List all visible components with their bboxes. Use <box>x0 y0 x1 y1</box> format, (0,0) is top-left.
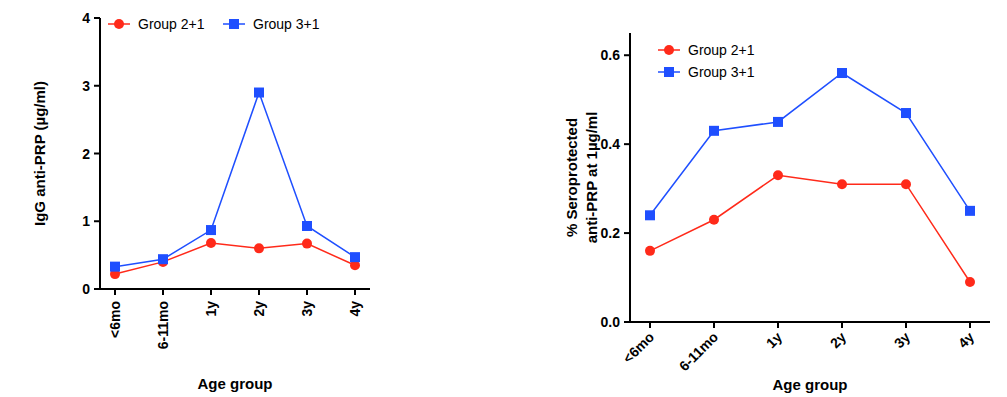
data-point <box>709 215 719 225</box>
x-tick-label: <6mo <box>620 329 657 366</box>
x-tick-label: 4y <box>955 329 977 351</box>
y-tick-label: 0.2 <box>601 225 621 241</box>
y-axis <box>629 33 631 322</box>
data-point <box>837 179 847 189</box>
legend-marker <box>229 19 239 29</box>
x-tick <box>114 289 116 295</box>
series-line <box>115 93 355 267</box>
data-point <box>302 221 312 231</box>
figure: 0 1 2 3 4 <6mo 6-11mo 1y 2y 3y 4y Age group IgG anti… <box>0 0 1007 397</box>
legend-marker <box>114 19 124 29</box>
y-axis-label: anti-PRP at 1µg/ml <box>583 112 600 244</box>
legend: Group 2+1 Group 3+1 <box>658 42 755 80</box>
legend-marker <box>664 67 674 77</box>
data-point <box>645 210 655 220</box>
y-tick-label: 0.0 <box>601 314 621 330</box>
series-line <box>650 175 970 282</box>
x-tick-label: <6mo <box>107 301 123 338</box>
chart: 0.0 0.2 0.4 0.6 <6mo 6-11mo 1y 2y 3y 4y Age group%… <box>563 33 990 393</box>
chart: 0 1 2 3 4 <6mo 6-11mo 1y 2y 3y 4y Age group IgG anti… <box>31 10 370 392</box>
y-tick-label: 4 <box>82 10 90 26</box>
x-tick-label: 1y <box>763 329 785 351</box>
data-point <box>709 126 719 136</box>
x-tick <box>841 322 843 328</box>
series-line <box>115 243 355 274</box>
x-axis-label: Age group <box>198 375 273 392</box>
y-tick-label: 0.6 <box>601 47 621 63</box>
legend-label: Group 3+1 <box>253 16 320 32</box>
x-tick <box>713 322 715 328</box>
legend-label: Group 3+1 <box>688 64 755 80</box>
x-tick-label: 4y <box>347 301 363 317</box>
y-tick <box>94 17 100 19</box>
x-tick-label: 6-11mo <box>155 301 171 349</box>
y-tick <box>624 232 630 234</box>
plot-area <box>110 88 360 280</box>
x-tick-label: 2y <box>827 329 849 351</box>
data-point <box>773 117 783 127</box>
legend: Group 2+1 Group 3+1 <box>108 16 320 32</box>
legend-marker <box>664 45 674 55</box>
legend-label: Group 2+1 <box>138 16 205 32</box>
data-point <box>645 246 655 256</box>
x-tick <box>210 289 212 295</box>
data-point <box>965 206 975 216</box>
y-tick-label: 0 <box>82 281 90 297</box>
y-tick-label: 1 <box>82 213 90 229</box>
legend-label: Group 2+1 <box>688 42 755 58</box>
y-axis-label: % Seroprotected <box>563 118 580 237</box>
x-axis <box>630 321 990 323</box>
y-tick <box>624 54 630 56</box>
data-point <box>206 225 216 235</box>
y-tick <box>94 85 100 87</box>
y-tick-label: 3 <box>82 78 90 94</box>
x-tick <box>354 289 356 295</box>
data-point <box>254 88 264 98</box>
y-tick-label: 0.4 <box>601 136 621 152</box>
y-tick <box>94 288 100 290</box>
x-tick <box>969 322 971 328</box>
y-tick <box>624 321 630 323</box>
x-tick <box>649 322 651 328</box>
data-point <box>773 170 783 180</box>
x-axis <box>100 288 370 290</box>
data-point <box>837 68 847 78</box>
data-point <box>901 179 911 189</box>
plot-area <box>645 68 975 287</box>
x-tick <box>162 289 164 295</box>
data-point <box>901 108 911 118</box>
x-tick <box>306 289 308 295</box>
y-axis-label: IgG anti-PRP (µg/ml) <box>31 81 48 226</box>
x-tick-label: 1y <box>203 301 219 317</box>
data-point <box>254 243 264 253</box>
x-axis-label: Age group <box>773 376 848 393</box>
series-line <box>650 73 970 215</box>
y-tick <box>94 153 100 155</box>
y-tick-label: 2 <box>82 146 90 162</box>
data-point <box>206 238 216 248</box>
data-point <box>302 239 312 249</box>
x-tick-label: 3y <box>891 329 913 351</box>
y-tick <box>624 143 630 145</box>
x-tick-label: 3y <box>299 301 315 317</box>
data-point <box>965 277 975 287</box>
x-tick <box>777 322 779 328</box>
x-tick-label: 6-11mo <box>676 329 721 374</box>
y-tick <box>94 220 100 222</box>
x-tick <box>905 322 907 328</box>
x-tick <box>258 289 260 295</box>
data-point <box>350 252 360 262</box>
data-point <box>158 254 168 264</box>
x-tick-label: 2y <box>251 301 267 317</box>
data-point <box>110 262 120 272</box>
